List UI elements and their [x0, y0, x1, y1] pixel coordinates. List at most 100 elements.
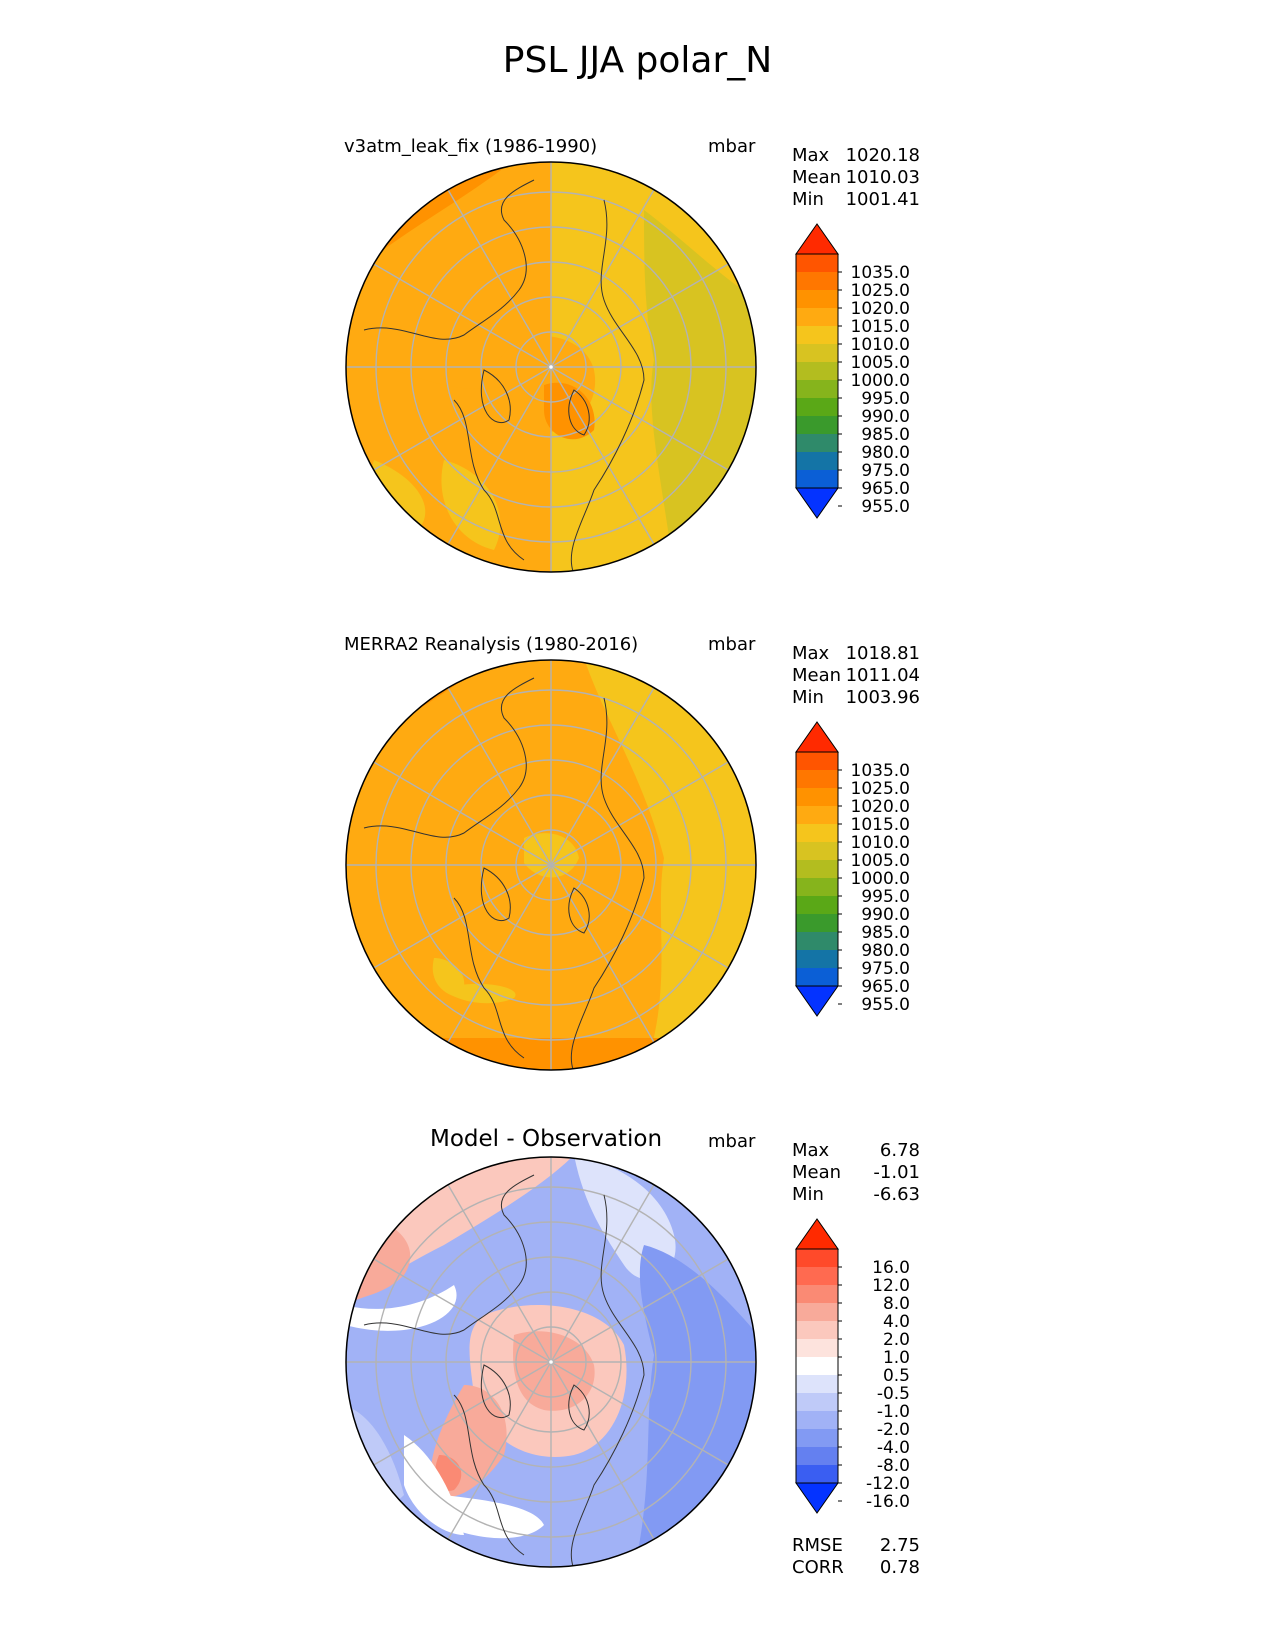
polar-map: [345, 161, 757, 573]
colorbar: 1035.01025.01020.01015.01010.01005.01000…: [795, 721, 910, 1017]
colorbar-segment: [796, 1303, 838, 1321]
colorbar-label: 1025.0: [851, 281, 910, 301]
stat-value: -6.63: [873, 1184, 920, 1205]
colorbar-label: 12.0: [872, 1276, 910, 1296]
colorbar-segment: [796, 1375, 838, 1393]
panel-title: Model - Observation: [430, 1126, 663, 1152]
colorbar: 16.012.08.04.02.01.00.5-0.5-1.0-2.0-4.0-…: [795, 1218, 910, 1514]
stat-label: Mean: [792, 665, 842, 686]
colorbar-label: 975.0: [861, 461, 910, 481]
colorbar-label: 990.0: [861, 407, 910, 427]
colorbar-segment: [796, 1339, 838, 1357]
colorbar-segment: [796, 1411, 838, 1429]
colorbar-segment: [796, 950, 838, 968]
colorbar-extend-min: [795, 1482, 839, 1514]
colorbar-label: 1.0: [883, 1348, 910, 1368]
metric-value: 0.78: [879, 1557, 920, 1578]
colorbar-label: 955.0: [861, 995, 910, 1015]
colorbar-extend-max: [795, 223, 839, 255]
colorbar-segment: [796, 1393, 838, 1411]
colorbar-label: 965.0: [861, 479, 910, 499]
colorbar-segment: [796, 806, 838, 824]
units-label: mbar: [708, 136, 756, 157]
colorbar-extend-max: [795, 1218, 839, 1250]
colorbar-outline: [795, 751, 839, 987]
colorbar-label: 0.5: [883, 1366, 910, 1386]
colorbar-segment: [796, 416, 838, 434]
colorbar-segment: [796, 932, 838, 950]
colorbar-segment: [796, 896, 838, 914]
colorbar-label: 1010.0: [851, 335, 910, 355]
polar-map: [345, 659, 757, 1071]
colorbar-label: -1.0: [877, 1402, 910, 1422]
stat-label: Min: [792, 687, 824, 708]
colorbar-label: 4.0: [883, 1312, 910, 1332]
metric-label: RMSE: [792, 1535, 843, 1556]
stat-value: 1010.03: [845, 167, 920, 188]
stat-label: Mean: [792, 167, 842, 188]
colorbar: 1035.01025.01020.01015.01010.01005.01000…: [795, 223, 910, 519]
stat-label: Max: [792, 1140, 830, 1161]
colorbar-label: 8.0: [883, 1294, 910, 1314]
colorbar-segment: [796, 470, 838, 488]
stats-block: Max 1018.81 Mean 1011.04 Min 1003.96: [792, 643, 920, 709]
colorbar-segment: [796, 878, 838, 896]
colorbar-extend-max: [795, 721, 839, 753]
colorbar-label: -0.5: [877, 1384, 910, 1404]
colorbar-segment: [796, 914, 838, 932]
polar-map: [345, 1156, 757, 1568]
colorbar-segment: [796, 1465, 838, 1483]
colorbar-segment: [796, 860, 838, 878]
metric-value: 2.75: [879, 1535, 920, 1556]
colorbar-segment: [796, 380, 838, 398]
stats-block: Max 1020.18 Mean 1010.03 Min 1001.41: [792, 145, 920, 211]
colorbar-label: 2.0: [883, 1330, 910, 1350]
stat-value: 1020.18: [845, 145, 920, 166]
colorbar-segment: [796, 290, 838, 308]
stat-value: 1011.04: [845, 665, 920, 686]
colorbar-label: -4.0: [877, 1438, 910, 1458]
colorbar-label: 1010.0: [851, 833, 910, 853]
colorbar-segment: [796, 308, 838, 326]
colorbar-segment: [796, 254, 838, 272]
colorbar-segment: [796, 344, 838, 362]
figure-title: PSL JJA polar_N: [502, 40, 773, 81]
colorbar-extend-min: [795, 985, 839, 1017]
colorbar-label: 1015.0: [851, 815, 910, 835]
colorbar-label: 1000.0: [851, 371, 910, 391]
stat-label: Min: [792, 189, 824, 210]
colorbar-label: 985.0: [861, 923, 910, 943]
colorbar-label: -12.0: [866, 1474, 910, 1494]
colorbar-segment: [796, 1429, 838, 1447]
colorbar-segment: [796, 1447, 838, 1465]
colorbar-segment: [796, 1267, 838, 1285]
colorbar-label: 980.0: [861, 941, 910, 961]
colorbar-label: 955.0: [861, 497, 910, 517]
colorbar-segment: [796, 788, 838, 806]
stat-label: Max: [792, 145, 830, 166]
colorbar-label: -8.0: [877, 1456, 910, 1476]
colorbar-outline: [795, 1248, 839, 1484]
colorbar-label: 1005.0: [851, 851, 910, 871]
stat-value: -1.01: [873, 1162, 920, 1183]
colorbar-label: 1035.0: [851, 761, 910, 781]
colorbar-label: 1005.0: [851, 353, 910, 373]
colorbar-label: 16.0: [872, 1258, 910, 1278]
colorbar-segment: [796, 1357, 838, 1375]
stat-value: 1003.96: [845, 687, 920, 708]
colorbar-segment: [796, 1321, 838, 1339]
colorbar-label: -16.0: [866, 1492, 910, 1512]
units-label: mbar: [708, 634, 756, 655]
colorbar-segment: [796, 968, 838, 986]
colorbar-segment: [796, 842, 838, 860]
colorbar-label: 1035.0: [851, 263, 910, 283]
metrics-block: RMSE 2.75 CORR 0.78: [792, 1535, 920, 1579]
stat-value: 6.78: [879, 1140, 920, 1161]
colorbar-label: 985.0: [861, 425, 910, 445]
colorbar-outline: [795, 253, 839, 489]
colorbar-label: 975.0: [861, 959, 910, 979]
colorbar-label: 1020.0: [851, 299, 910, 319]
colorbar-segment: [796, 362, 838, 380]
colorbar-label: 980.0: [861, 443, 910, 463]
colorbar-label: -2.0: [877, 1420, 910, 1440]
